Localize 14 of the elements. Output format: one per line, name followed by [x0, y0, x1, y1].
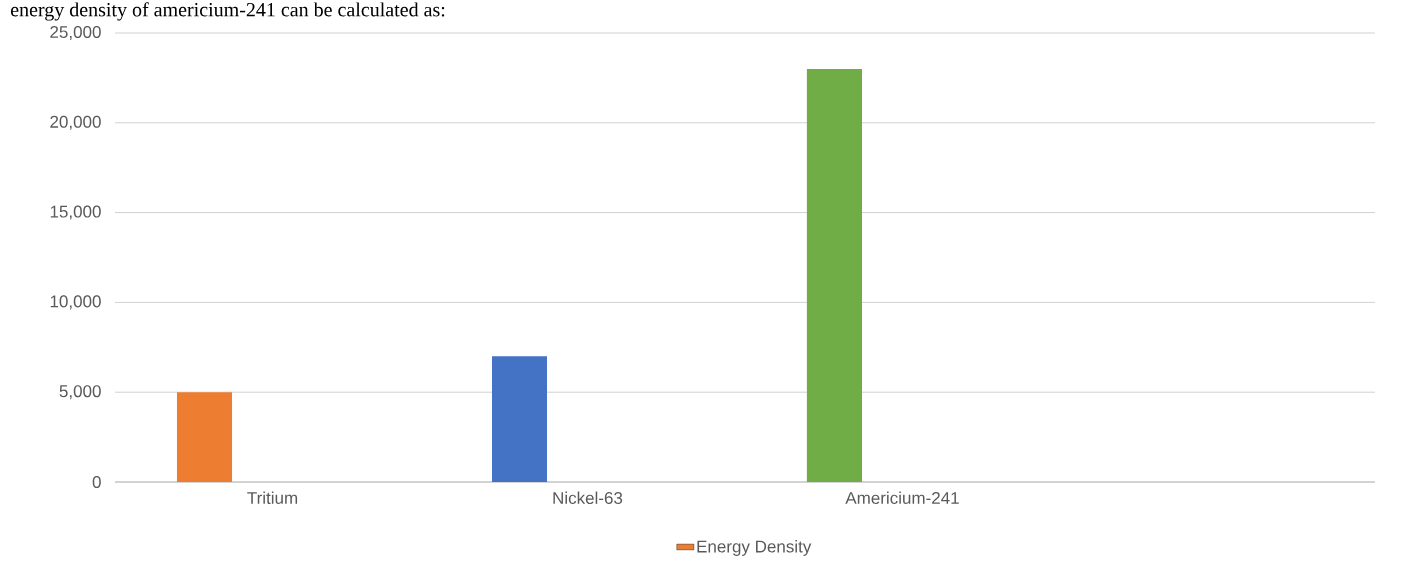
- y-tick-label: 25,000: [50, 25, 101, 41]
- y-tick-label: 20,000: [50, 115, 101, 130]
- y-tick-label: 10,000: [50, 295, 101, 310]
- bar: [176, 392, 233, 482]
- legend-label: Energy Density: [697, 540, 812, 556]
- x-tick-label: Tritium: [247, 491, 298, 505]
- x-tick-label: Americium-241: [845, 491, 959, 505]
- y-tick-label: 0: [92, 475, 101, 489]
- text: energy density of americium-241 can be calculated as:: [11, 2, 445, 21]
- bar: [491, 356, 548, 482]
- y-tick-label: 5,000: [59, 385, 101, 400]
- bar: [806, 68, 862, 482]
- y-tick-label: 15,000: [50, 205, 101, 220]
- x-tick-label: Nickel-63: [553, 491, 623, 505]
